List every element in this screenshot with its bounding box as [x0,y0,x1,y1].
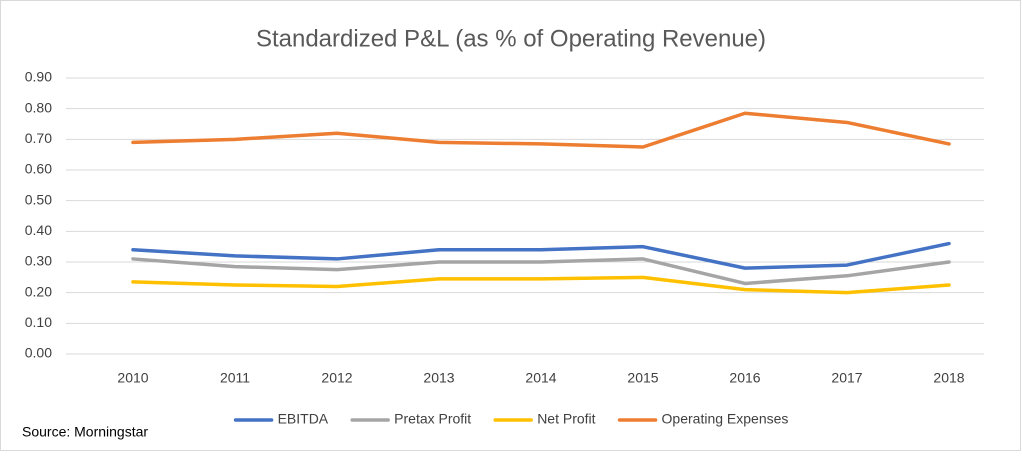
y-tick-label: 0.80 [25,99,52,115]
legend-label: Net Profit [537,411,595,427]
source-note: Source: Morningstar [22,424,148,440]
x-tick-label: 2013 [423,370,454,386]
x-tick-label: 2015 [627,370,658,386]
y-tick-label: 0.40 [25,222,52,238]
x-tick-label: 2012 [321,370,352,386]
x-tick-label: 2016 [729,370,760,386]
x-tick-label: 2017 [831,370,862,386]
y-tick-label: 0.90 [25,69,52,85]
x-tick-label: 2010 [117,370,148,386]
y-tick-label: 0.50 [25,191,52,207]
y-tick-label: 0.10 [25,314,52,330]
legend-label: EBITDA [278,411,329,427]
y-tick-label: 0.20 [25,283,52,299]
legend-label: Operating Expenses [662,411,789,427]
data-line [131,111,951,149]
y-tick-label: 0.60 [25,161,52,177]
chart-title: Standardized P&L (as % of Operating Reve… [256,25,766,52]
y-tick-label: 0.00 [25,345,52,361]
legend-label: Pretax Profit [394,411,471,427]
x-tick-label: 2014 [525,370,556,386]
y-tick-label: 0.70 [25,130,52,146]
x-tick-label: 2018 [933,370,964,386]
data-line [131,241,951,270]
x-tick-label: 2011 [220,370,250,386]
data-line [131,275,951,295]
y-tick-label: 0.30 [25,253,52,269]
data-line [131,257,951,286]
